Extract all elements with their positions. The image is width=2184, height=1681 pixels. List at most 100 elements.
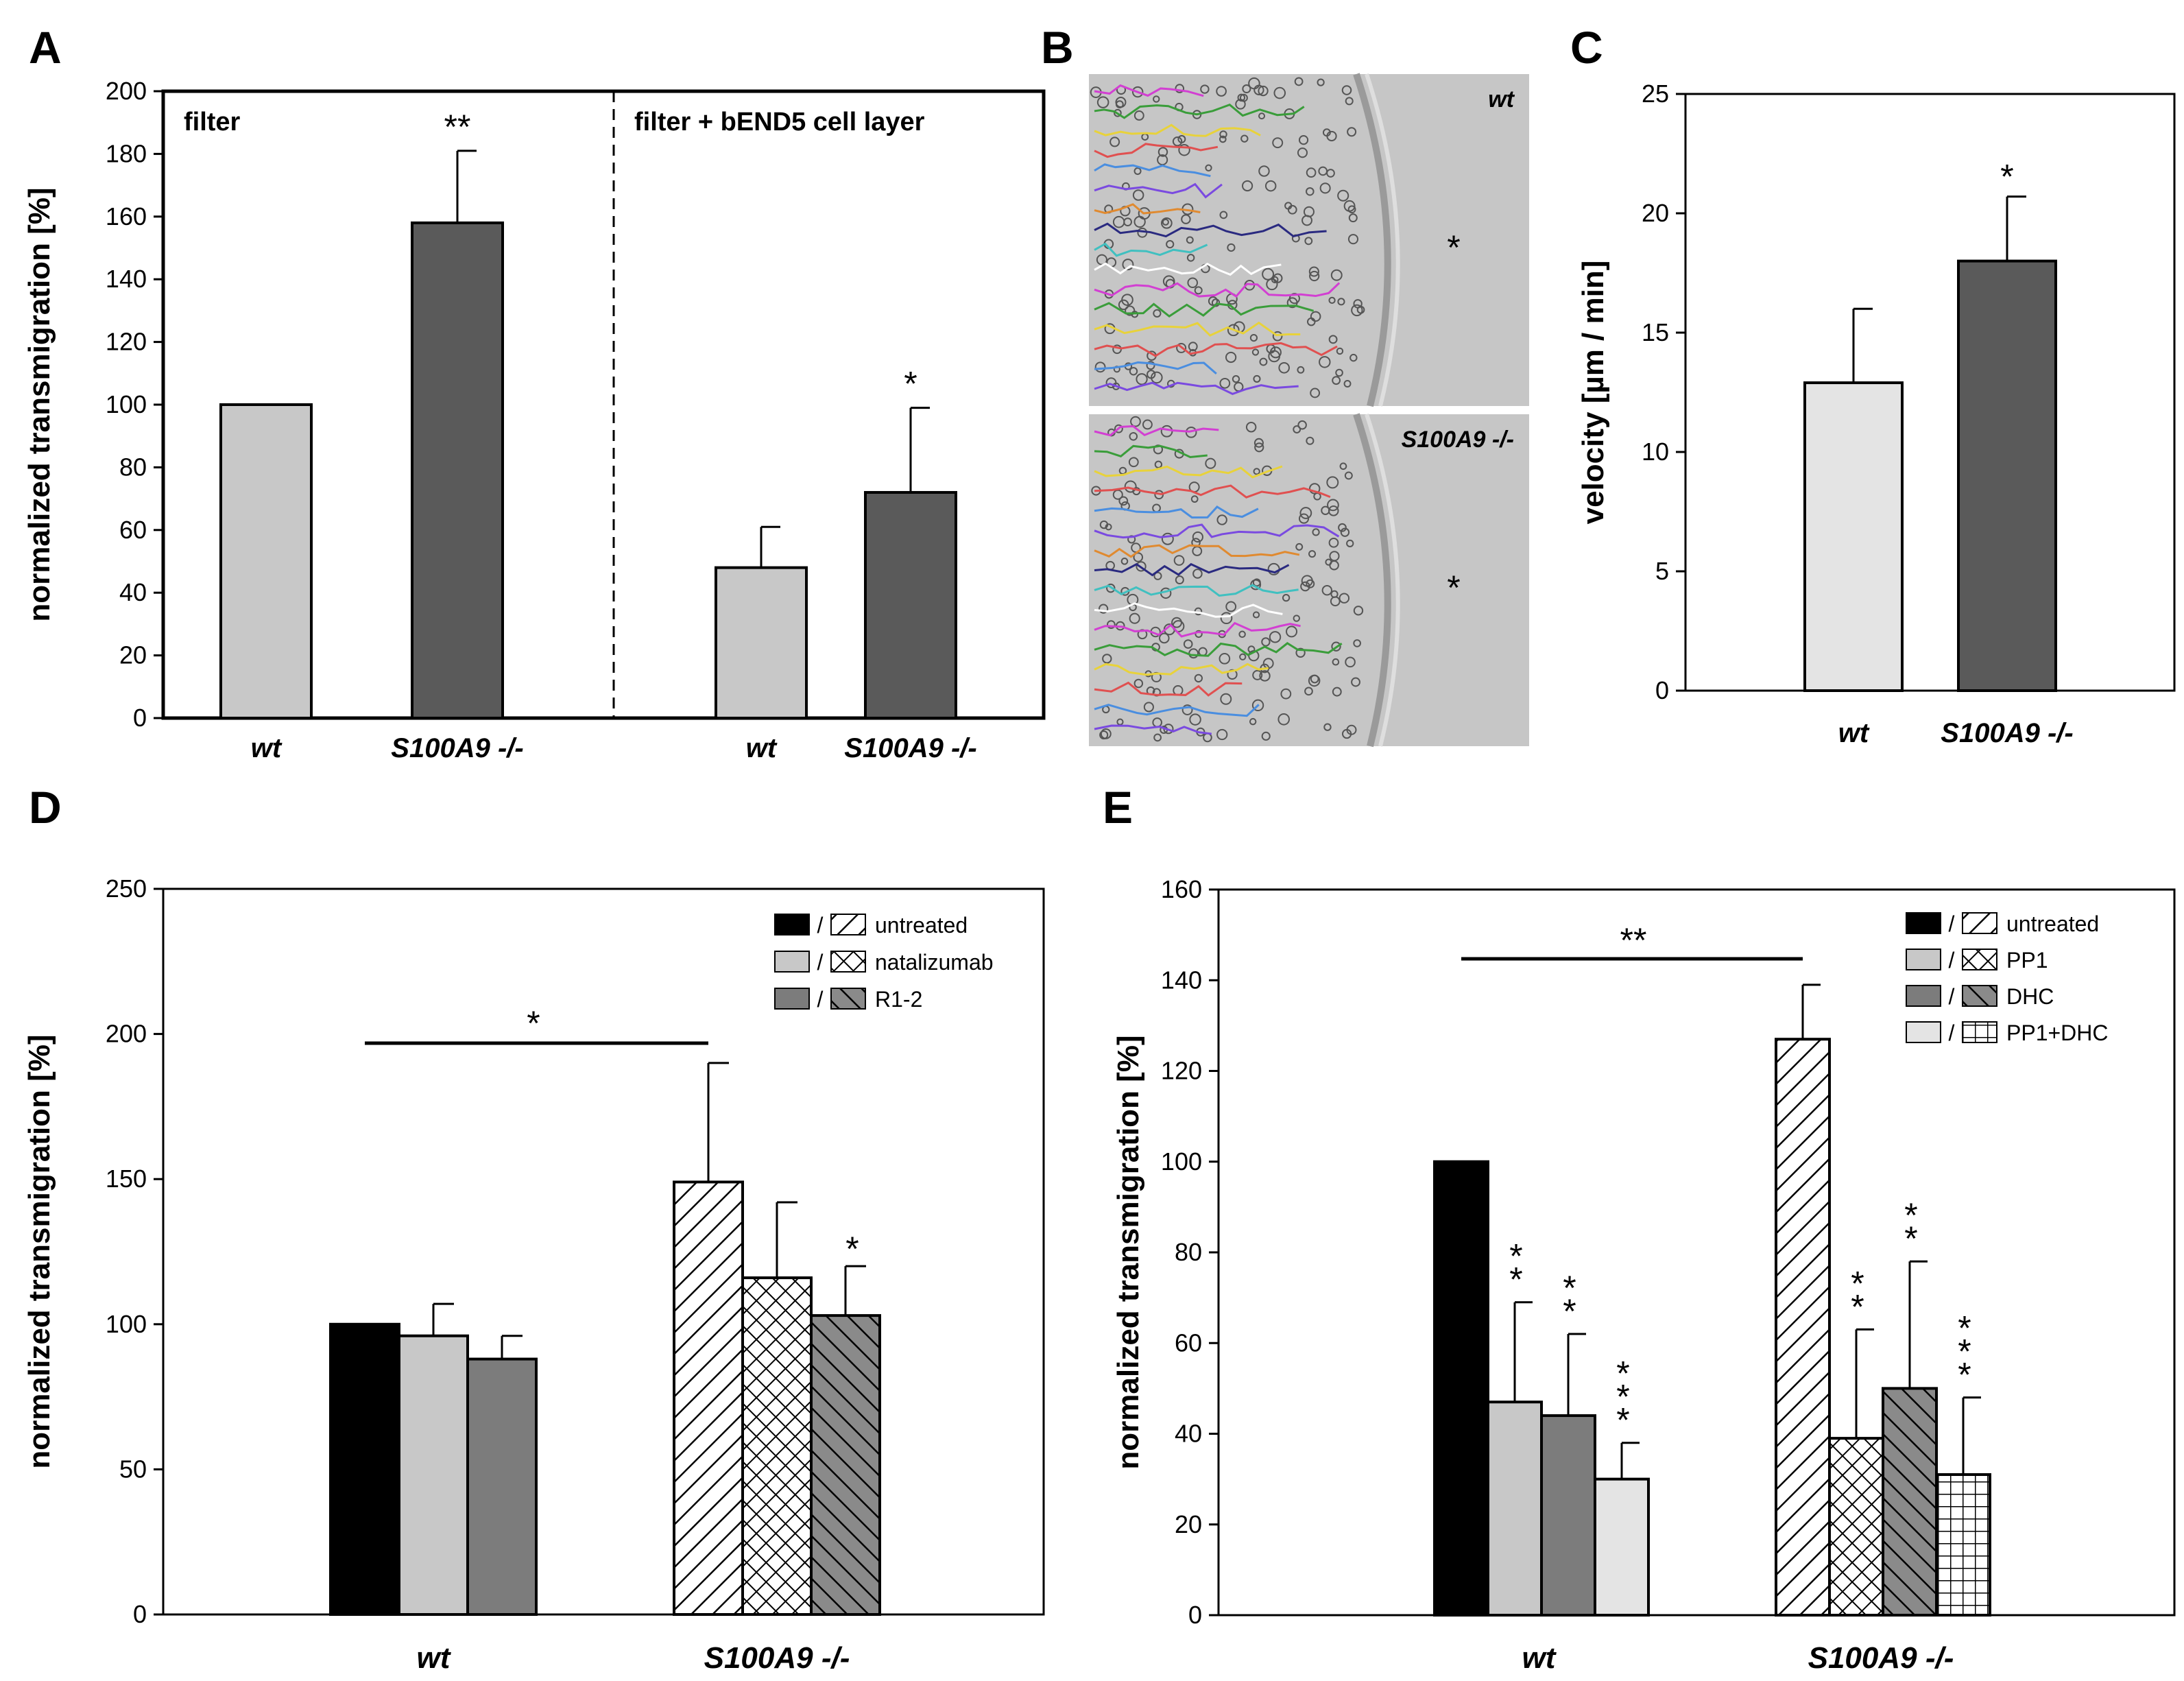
migration-track [1094,621,1301,638]
migration-track [1094,425,1219,437]
y-axis-title: normalized transmigration [%] [23,1034,56,1468]
y-tick-label: 100 [1161,1147,1202,1176]
cell [1147,370,1156,379]
legend-label: untreated [875,913,968,938]
legend-separator: / [1949,1021,1955,1045]
cell [1175,575,1184,585]
y-tick-label: 100 [106,1310,147,1338]
cell [1297,147,1308,158]
cell [1308,674,1321,687]
micrograph-label: wt [1488,86,1515,112]
cell [1271,276,1279,284]
cell [1308,266,1319,277]
legend-swatch-solid [1906,985,1941,1007]
cell [1242,180,1253,192]
cell [1353,639,1361,647]
migration-track [1094,562,1290,577]
cell [1219,653,1231,665]
cell [1323,723,1332,731]
cell [1099,604,1109,614]
x-category-label: S100A9 -/- [1941,718,2073,748]
cell [1252,669,1263,680]
cell [1259,670,1271,682]
y-tick-label: 0 [1188,1601,1202,1629]
cell [1272,137,1284,149]
cell [1278,361,1290,374]
cell [1220,612,1233,625]
cell [1306,436,1315,445]
significance-marker: * [1958,1356,1971,1394]
legend-swatch-hatched [1962,949,1997,970]
cell [1128,457,1139,468]
cell [1253,438,1264,448]
cell [1252,578,1261,587]
cell [1161,532,1174,545]
cell [1253,468,1260,475]
y-tick-label: 80 [1175,1238,1202,1266]
cell [1205,457,1216,469]
cell [1114,108,1122,117]
y-tick-label: 5 [1655,557,1669,585]
cell [1258,85,1269,97]
micrograph-boundary [1353,413,1391,748]
cell [1264,180,1277,192]
cell [1258,165,1270,177]
cell [1129,432,1138,441]
cell [1351,304,1363,317]
legend-separator: / [1949,911,1955,936]
cell [1251,348,1260,356]
cell [1133,552,1144,562]
cell [1194,286,1203,295]
migration-track [1094,182,1223,199]
y-tick-label: 160 [1161,875,1202,903]
y-tick-label: 100 [106,390,147,418]
cell [1346,539,1354,547]
cell [1225,351,1237,363]
legend-swatch-hatched [1962,1021,1997,1043]
bar [1828,1437,1884,1617]
legend-label: R1-2 [875,987,922,1012]
cell [1319,182,1331,194]
migration-track [1094,724,1212,735]
cell [1304,237,1313,246]
migration-track [1094,444,1208,459]
migration-track [1094,282,1341,298]
x-category-label: S100A9 -/- [704,1641,850,1675]
y-tick-label: 150 [106,1165,147,1193]
cell [1219,135,1227,143]
cell [1102,654,1112,664]
cell [1227,243,1236,252]
cell [1295,647,1306,658]
cell [1297,366,1305,374]
significance-marker: ** [444,108,471,146]
cell [1262,267,1275,281]
cell [1338,523,1347,532]
x-category-label: S100A9 -/- [391,733,523,763]
cell [1219,211,1228,219]
cell [1153,309,1162,318]
y-tick-label: 25 [1642,80,1669,108]
cell [1343,200,1356,212]
legend-swatch-hatched [1962,985,1997,1007]
micrograph-boundary-highlight [1365,73,1400,407]
cell [1248,77,1260,90]
cell [1346,724,1357,735]
cell [1225,601,1237,612]
y-tick-label: 0 [133,704,147,732]
bar [1540,1414,1596,1617]
bar [1803,381,1904,693]
y-tick-label: 80 [119,453,147,481]
cell [1096,96,1109,108]
cell [1341,85,1352,95]
significance-marker: * [1958,1309,1971,1348]
y-tick-label: 120 [1161,1057,1202,1085]
migration-track [1094,381,1299,396]
significance-marker: * [1563,1269,1576,1307]
significance-marker: * [1958,1333,1971,1371]
bar [1594,1477,1650,1617]
cell [1249,333,1258,342]
cell [1181,214,1191,224]
cell [1183,639,1193,649]
cell [1195,630,1203,639]
cell [1297,420,1307,430]
